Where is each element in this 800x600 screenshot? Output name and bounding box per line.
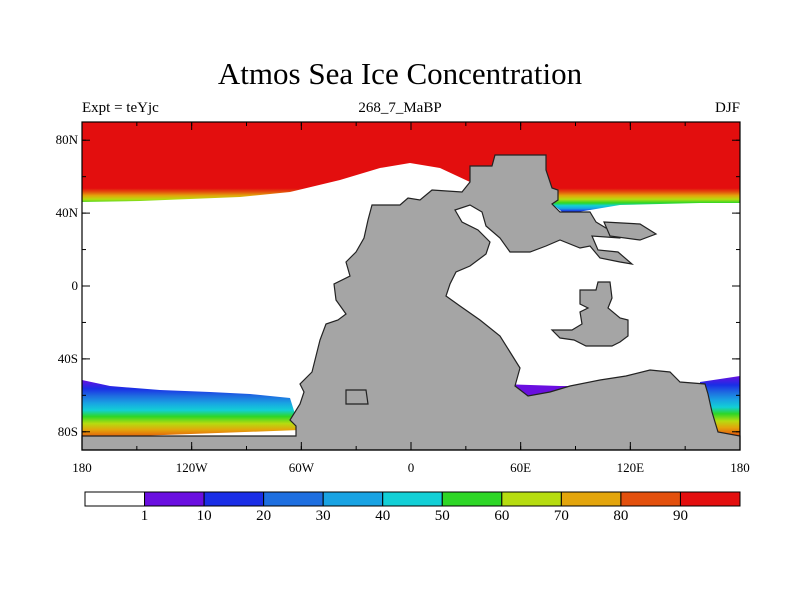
colorbar-swatch <box>560 491 622 507</box>
colorbar-label: 20 <box>256 508 272 524</box>
experiment-label: Expt = teYjc <box>82 100 159 116</box>
southeast-island <box>550 281 629 347</box>
pangaea-landmass <box>81 154 741 451</box>
colorbar-label: 50 <box>434 508 450 524</box>
age-label: 268_7_MaBP <box>358 100 442 116</box>
x-tick-label: 180 <box>730 460 750 475</box>
colorbar-label: 90 <box>672 508 688 524</box>
y-tick-label: 80S <box>57 423 78 439</box>
y-tick-label: 0 <box>71 278 79 293</box>
colorbar-label: 10 <box>196 508 212 524</box>
antarctic-peninsula-islands <box>345 389 369 405</box>
x-tick-label: 180 <box>72 460 92 475</box>
colorbar-swatch <box>144 491 205 507</box>
colorbar-swatch <box>203 491 265 507</box>
y-tick-label: 80N <box>55 132 78 148</box>
y-tick-label: 40N <box>55 205 78 221</box>
colorbar-swatch <box>263 491 324 507</box>
colorbar-swatch <box>322 491 384 507</box>
colorbar-swatch <box>382 491 443 507</box>
northern-sea-ice <box>82 122 740 214</box>
x-tick-label: 60E <box>510 460 532 475</box>
southern-sea-ice <box>82 380 300 438</box>
colorbar-swatch <box>501 491 562 507</box>
x-tick-label: 120E <box>616 460 645 475</box>
y-tick-label: 40S <box>57 350 78 366</box>
colorbar-swatch <box>679 491 741 507</box>
axis-ticks <box>81 122 741 450</box>
x-tick-label: 60W <box>288 460 314 475</box>
colorbar-label: 70 <box>553 508 569 524</box>
colorbar-label: 1 <box>140 508 149 524</box>
colorbar-label: 60 <box>494 508 510 524</box>
continents <box>81 154 741 451</box>
colorbar-swatch <box>620 491 681 507</box>
asia-peninsula-east <box>603 221 658 241</box>
colorbar-label: 30 <box>315 508 331 524</box>
colorbar-swatch <box>84 491 146 507</box>
colorbar-swatch <box>441 491 503 507</box>
x-tick-label: 0 <box>407 460 415 475</box>
colorbar <box>84 491 741 507</box>
map-title: Atmos Sea Ice Concentration <box>217 56 583 91</box>
colorbar-label: 80 <box>613 508 629 524</box>
colorbar-label: 40 <box>375 508 391 524</box>
season-label: DJF <box>714 100 740 116</box>
x-tick-label: 120W <box>175 460 208 475</box>
